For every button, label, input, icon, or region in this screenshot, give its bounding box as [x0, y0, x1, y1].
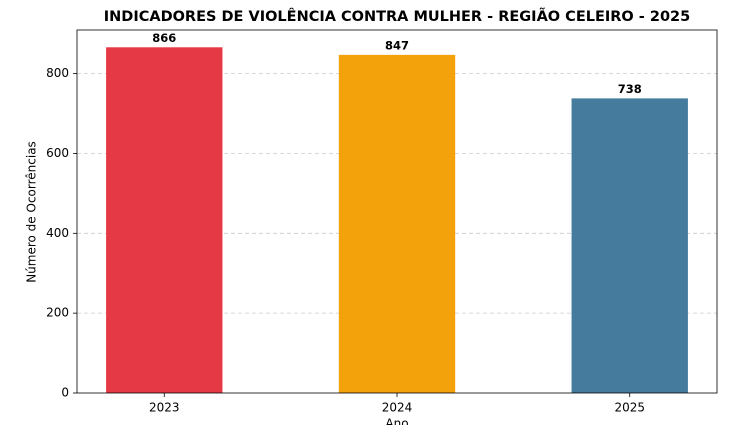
x-axis-label: Ano — [385, 417, 408, 425]
x-tick-label: 2023 — [149, 401, 180, 415]
bar — [106, 47, 223, 394]
value-label: 866 — [152, 31, 176, 45]
bar — [338, 54, 456, 394]
y-tick-label: 800 — [46, 66, 69, 80]
value-label: 847 — [385, 38, 409, 52]
x-tick-label: 2025 — [614, 401, 645, 415]
y-tick-label: 0 — [61, 386, 69, 400]
y-tick-label: 400 — [46, 226, 69, 240]
x-tick-label: 2024 — [382, 401, 413, 415]
y-axis-label: Número de Ocorrências — [25, 141, 39, 283]
plot-frame — [76, 29, 718, 394]
y-tick-label: 200 — [46, 306, 69, 320]
y-tick-label: 600 — [46, 146, 69, 160]
bar — [571, 98, 688, 393]
value-label: 738 — [618, 82, 642, 96]
chart-title: INDICADORES DE VIOLÊNCIA CONTRA MULHER -… — [104, 8, 690, 25]
